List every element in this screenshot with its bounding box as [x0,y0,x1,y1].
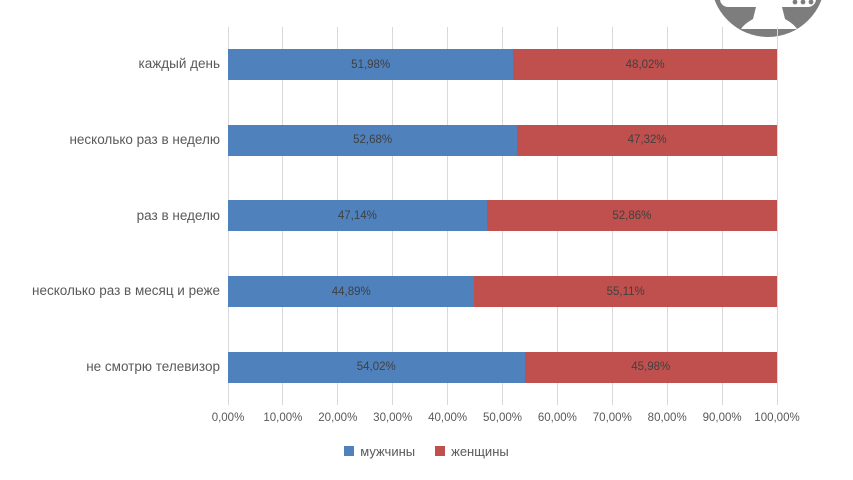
chart-row: несколько раз в неделю 52,68% 47,32% [0,103,777,179]
chart-row: не смотрю телевизор 54,02% 45,98% [0,329,777,405]
bar-track: 47,14% 52,86% [228,200,777,232]
chart-row: несколько раз в месяц и реже 44,89% 55,11% [0,254,777,330]
bar-segment-women[interactable]: 48,02% [513,49,777,81]
tv-monitor-icon [714,0,822,37]
bar-segment-men[interactable]: 44,89% [228,276,475,308]
x-tick-label: 50,00% [482,412,523,424]
bar-segment-women[interactable]: 52,86% [486,200,777,232]
bar-value-label: 47,14% [337,209,377,222]
bar-segment-women[interactable]: 55,11% [474,276,777,308]
bar-value-label: 47,32% [627,134,667,147]
bar-track: 44,89% 55,11% [228,276,777,308]
legend-item[interactable]: мужчины [344,444,415,459]
bar-value-label: 44,89% [331,285,371,298]
x-tick-label: 20,00% [318,412,358,424]
bar-segment-women[interactable]: 47,32% [517,124,777,156]
gridline [776,27,778,405]
bar-segment-men[interactable]: 47,14% [228,200,487,232]
bar-value-label: 55,11% [606,285,645,298]
legend-swatch-icon [435,446,446,456]
bar-value-label: 52,68% [353,134,393,147]
tv-badge [711,0,825,37]
x-tick-label: 10,00% [263,412,303,424]
chart-row: каждый день 51,98% 48,02% [0,27,777,103]
bar-track: 52,68% 47,32% [228,124,777,156]
category-label: каждый день [138,56,221,72]
chart-rows: каждый день 51,98% 48,02% несколько раз в н… [0,27,777,405]
bar-segment-men[interactable]: 51,98% [228,49,514,81]
x-tick-label: 90,00% [702,412,742,424]
category-label: несколько раз в неделю [69,131,220,147]
x-tick-label: 40,00% [428,412,468,424]
x-tick-label: 100,00% [754,412,800,424]
bar-value-label: 45,98% [631,361,671,374]
bar-track: 51,98% 48,02% [228,49,777,81]
bar-value-label: 54,02% [356,361,396,374]
category-label: несколько раз в месяц и реже [32,283,220,299]
legend: мужчины женщины [0,441,853,461]
x-axis: 0,00% 10,00% 20,00% 30,00% 40,00% 50,00% 60,00… [212,412,800,428]
bar-segment-men[interactable]: 54,02% [228,351,525,383]
bar-value-label: 48,02% [625,58,665,71]
legend-label: мужчины [360,443,416,459]
chart-row: раз в неделю 47,14% 52,86% [0,178,777,254]
x-tick-label: 70,00% [592,412,632,424]
x-tick-label: 0,00% [211,412,245,424]
category-label: не смотрю телевизор [86,358,220,374]
legend-item[interactable]: женщины [435,444,509,459]
bar-track: 54,02% 45,98% [228,351,777,383]
x-tick-label: 80,00% [647,412,687,424]
bar-value-label: 52,86% [612,209,652,222]
legend-label: женщины [451,443,509,459]
x-tick-label: 60,00% [537,412,577,424]
bar-value-label: 51,98% [351,58,391,71]
legend-swatch-icon [344,446,355,456]
bar-segment-men[interactable]: 52,68% [228,124,518,156]
category-label: раз в неделю [136,207,220,223]
x-tick-label: 30,00% [373,412,413,424]
bar-segment-women[interactable]: 45,98% [524,351,777,383]
